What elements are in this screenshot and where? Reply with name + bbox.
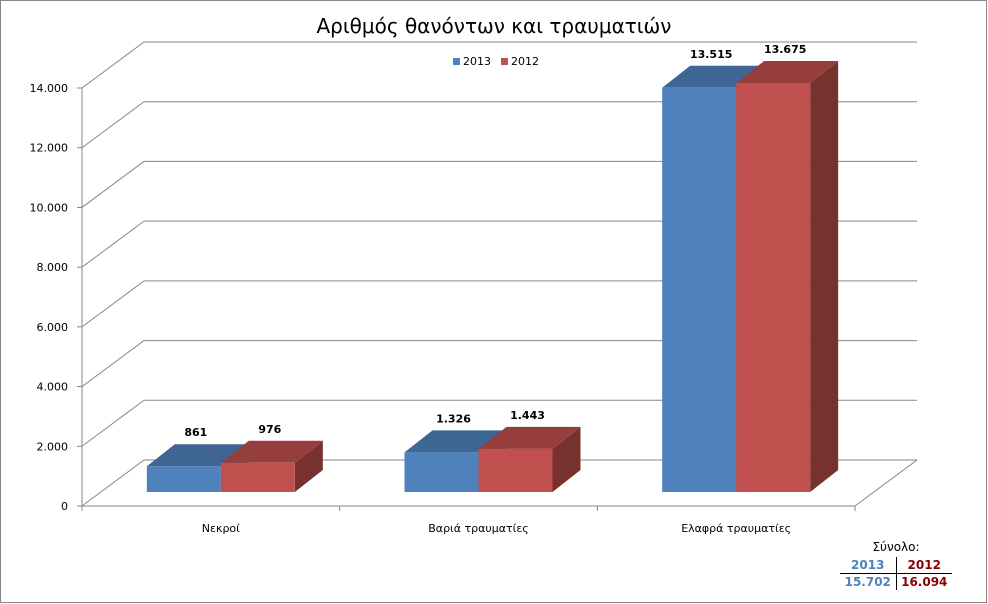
floor-edge — [854, 459, 918, 507]
gridline-diag — [81, 41, 145, 89]
axis-layer: 0 2.000 4.000 6.000 8.000 10.000 12.000 14.000 — [30, 82, 856, 513]
data-label: 1.326 — [436, 412, 471, 425]
data-label: 13.515 — [690, 48, 732, 61]
x-tick-label: Νεκροί — [202, 522, 240, 535]
totals-value-2012: 16.094 — [901, 575, 948, 589]
gridline-diag — [81, 280, 145, 328]
totals-header-2013: 2013 — [840, 557, 897, 574]
legend-label: 2013 — [463, 55, 491, 68]
gridline-diag — [81, 101, 145, 149]
bar-2012-0 — [220, 462, 295, 492]
bar-top — [404, 430, 507, 453]
data-label: 976 — [258, 423, 281, 436]
data-label: 13.675 — [764, 43, 806, 56]
y-tick-label: 14.000 — [30, 82, 69, 95]
bar-top — [146, 444, 249, 467]
y-tick-label: 4.000 — [37, 381, 69, 394]
y-tick-label: 12.000 — [30, 142, 69, 155]
bar-top — [478, 426, 581, 449]
gridline-diag — [81, 340, 145, 387]
bar-2013-0 — [146, 466, 221, 492]
legend-swatch — [501, 58, 508, 65]
bar-2013-1 — [404, 452, 479, 492]
y-tick-label: 10.000 — [30, 201, 69, 214]
gridline-diag — [81, 459, 145, 507]
legend-swatch — [453, 58, 460, 65]
gridline-diag — [81, 399, 145, 447]
bar-2012-2 — [736, 83, 811, 492]
bar-2012-1 — [478, 448, 553, 492]
bar-top — [736, 61, 839, 83]
bar-side — [552, 426, 581, 492]
y-tick-label: 0 — [61, 500, 68, 513]
y-tick-label: 8.000 — [37, 261, 69, 274]
totals-label: Σύνολο: — [872, 540, 920, 554]
bar-side — [294, 440, 323, 492]
legend: 2013 2012 — [453, 55, 539, 68]
chart-title: Αριθμός θανόντων και τραυματιών — [317, 14, 672, 38]
data-label: 1.443 — [510, 409, 545, 422]
y-tick-label: 6.000 — [37, 321, 69, 334]
y-tick-label: 2.000 — [37, 440, 69, 453]
totals-box: Σύνολο: 2013 2012 15.702 16.094 — [840, 540, 952, 590]
legend-label: 2012 — [511, 55, 539, 68]
data-label: 861 — [184, 426, 207, 439]
bar-layer — [146, 61, 839, 493]
gridline-diag — [81, 161, 145, 208]
bar-top — [220, 440, 323, 463]
totals-value-2013: 15.702 — [840, 573, 897, 590]
x-tick-label: Βαριά τραυματίες — [428, 522, 528, 535]
totals-header-2012: 2012 — [896, 557, 952, 574]
totals-table: 2013 2012 15.702 16.094 — [840, 557, 952, 590]
x-tick-label: Ελαφρά τραυματίες — [681, 522, 791, 535]
label-layer: 861 976 Νεκροί 1.326 1.443 Βαριά τραυματίες 13… — [184, 43, 806, 535]
bar-2013-2 — [662, 87, 737, 493]
gridline-diag — [81, 220, 145, 268]
bar-side — [810, 61, 839, 492]
